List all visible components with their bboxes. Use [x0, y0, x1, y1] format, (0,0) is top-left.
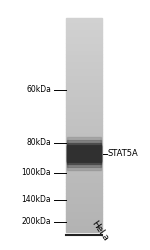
- Bar: [66, 93, 102, 96]
- Bar: [66, 104, 102, 107]
- Text: 100kDa: 100kDa: [21, 168, 51, 177]
- Bar: [66, 143, 102, 146]
- Bar: [66, 136, 102, 139]
- Bar: [66, 40, 102, 43]
- Bar: [66, 132, 102, 136]
- Bar: [66, 225, 102, 228]
- Bar: [66, 89, 102, 93]
- Bar: [66, 18, 102, 22]
- Bar: [66, 200, 102, 203]
- Text: STAT5A: STAT5A: [108, 149, 139, 158]
- Bar: [66, 189, 102, 193]
- Bar: [66, 122, 102, 125]
- Bar: [66, 57, 102, 61]
- Bar: [66, 54, 102, 57]
- Bar: [66, 171, 102, 175]
- Text: 200kDa: 200kDa: [21, 218, 51, 226]
- Bar: [66, 204, 102, 207]
- Bar: [67, 137, 101, 170]
- Bar: [67, 146, 101, 161]
- Bar: [67, 137, 101, 170]
- Bar: [66, 125, 102, 128]
- Bar: [66, 43, 102, 46]
- Bar: [66, 168, 102, 171]
- Bar: [66, 114, 102, 118]
- Bar: [66, 50, 102, 54]
- Bar: [66, 25, 102, 29]
- Bar: [67, 140, 101, 167]
- Text: 80kDa: 80kDa: [26, 138, 51, 147]
- Bar: [67, 145, 101, 162]
- Bar: [66, 161, 102, 164]
- Bar: [66, 150, 102, 154]
- Text: HeLa: HeLa: [89, 219, 110, 243]
- Bar: [66, 182, 102, 186]
- Bar: [66, 68, 102, 71]
- Bar: [66, 210, 102, 214]
- Bar: [66, 221, 102, 225]
- Bar: [66, 164, 102, 168]
- Bar: [66, 72, 102, 75]
- Bar: [66, 214, 102, 218]
- Bar: [66, 196, 102, 200]
- Bar: [66, 175, 102, 178]
- Bar: [66, 118, 102, 122]
- Bar: [67, 145, 101, 162]
- Text: 60kDa: 60kDa: [26, 86, 51, 94]
- Bar: [66, 128, 102, 132]
- Bar: [66, 111, 102, 114]
- Bar: [67, 140, 101, 167]
- Bar: [66, 86, 102, 89]
- Bar: [66, 100, 102, 103]
- Bar: [66, 64, 102, 68]
- Bar: [66, 178, 102, 182]
- Bar: [66, 61, 102, 64]
- Bar: [66, 79, 102, 82]
- Bar: [66, 36, 102, 40]
- Bar: [66, 139, 102, 143]
- Bar: [66, 186, 102, 189]
- Bar: [66, 22, 102, 25]
- Bar: [66, 207, 102, 210]
- Bar: [66, 218, 102, 221]
- Bar: [66, 107, 102, 111]
- Bar: [66, 154, 102, 157]
- Bar: [66, 75, 102, 79]
- Bar: [66, 29, 102, 32]
- Text: 140kDa: 140kDa: [21, 196, 51, 204]
- Bar: [66, 228, 102, 232]
- Bar: [66, 46, 102, 50]
- Bar: [66, 82, 102, 86]
- Bar: [66, 146, 102, 150]
- Bar: [66, 32, 102, 36]
- Bar: [67, 143, 101, 164]
- Bar: [66, 157, 102, 161]
- Bar: [67, 143, 101, 164]
- Bar: [66, 96, 102, 100]
- Bar: [66, 193, 102, 196]
